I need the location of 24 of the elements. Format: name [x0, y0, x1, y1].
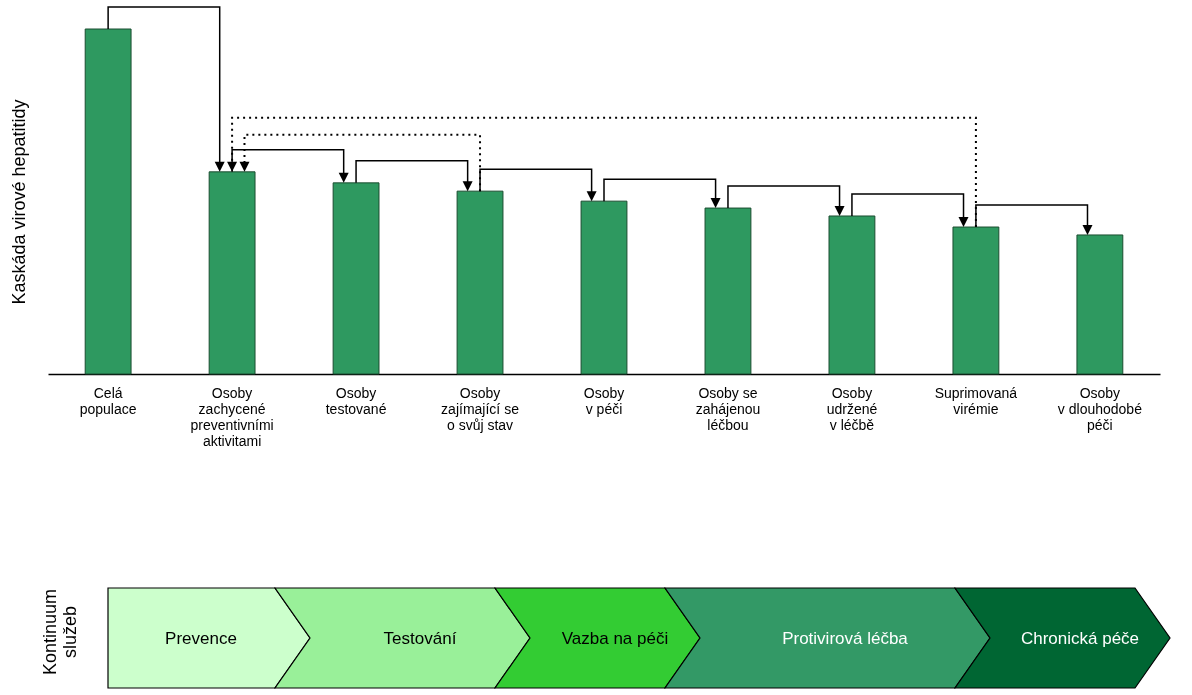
text: Kontinuum služeb: [40, 588, 80, 676]
x-tick-label: Osoby testované: [325, 384, 387, 417]
x-tick-label: Osoby v péči: [583, 384, 625, 417]
category-label: Prevence: [165, 629, 237, 648]
x-tick-label: Osoby zachycené preventivními aktivitami: [190, 384, 274, 449]
bar: [580, 200, 628, 375]
bar: [952, 226, 1000, 375]
x-tick-label: Osoby se zahájenou léčbou: [695, 384, 761, 433]
x-tick-label: Suprimovaná virémie: [934, 384, 1018, 417]
bar: [208, 171, 256, 375]
x-tick-label: Osoby zajímající se o svůj stav: [441, 384, 520, 433]
y-axis-title: Kaskáda virové hepatitidy: [8, 99, 29, 305]
x-tick-label: Osoby udržené v léčbě: [826, 384, 878, 433]
bar: [332, 182, 380, 375]
bar: [704, 207, 752, 375]
bar: [456, 190, 504, 375]
category-label: Testování: [383, 629, 457, 648]
bar: [1076, 234, 1124, 375]
x-tick-label: Osoby v dlouhodobé péči: [1057, 384, 1143, 433]
x-tick-label: Celá populace: [79, 384, 137, 417]
bar: [84, 28, 132, 375]
bar: [828, 215, 876, 375]
category-label: Chronická péče: [1020, 629, 1140, 648]
category-label: Vazba na péči: [561, 629, 669, 648]
